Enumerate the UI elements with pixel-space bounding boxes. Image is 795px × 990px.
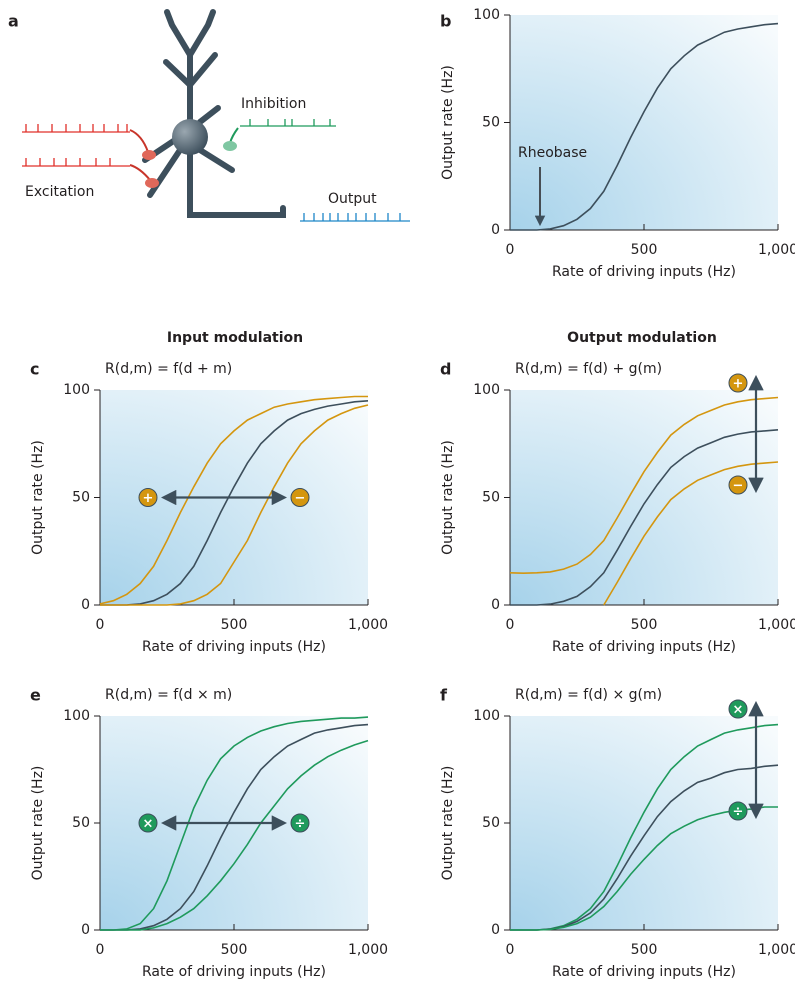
neuron-diagram: a Inhibition Excitation Output xyxy=(8,9,410,222)
x-tick-label: 0 xyxy=(96,617,105,633)
y-tick-label: 0 xyxy=(491,922,500,938)
y-tick-label: 100 xyxy=(473,708,500,724)
x-axis-label: Rate of driving inputs (Hz) xyxy=(142,964,326,980)
synapse xyxy=(223,141,237,151)
annotation: Rheobase xyxy=(518,145,587,161)
y-tick-label: 50 xyxy=(72,490,90,506)
x-axis-label: Rate of driving inputs (Hz) xyxy=(552,264,736,280)
line-series xyxy=(99,395,368,605)
x-tick-label: 500 xyxy=(221,942,248,958)
x-axis-label: Rate of driving inputs (Hz) xyxy=(552,964,736,980)
x-tick-label: 1,000 xyxy=(348,617,388,633)
plot-background xyxy=(510,390,778,605)
y-axis-label: Output rate (Hz) xyxy=(440,65,456,180)
y-axis-label: Output rate (Hz) xyxy=(30,440,46,555)
modulation-symbol: ÷ xyxy=(295,817,306,832)
panel-letter: f xyxy=(440,686,448,705)
equation: R(d,m) = f(d × m) xyxy=(105,687,232,703)
line-series xyxy=(100,400,369,606)
y-tick-label: 50 xyxy=(72,815,90,831)
y-axis-label: Output rate (Hz) xyxy=(440,440,456,555)
modulation-icon xyxy=(290,813,310,833)
diagram-label: Output xyxy=(328,191,377,207)
x-tick-label: 1,000 xyxy=(758,942,795,958)
x-tick-label: 500 xyxy=(631,242,658,258)
x-tick-label: 1,000 xyxy=(348,942,388,958)
modulation-symbol: × xyxy=(143,817,154,832)
panel-letter: c xyxy=(30,360,39,379)
modulation-icon xyxy=(728,373,748,393)
line-series xyxy=(100,723,369,931)
y-axis-label: Output rate (Hz) xyxy=(440,766,456,881)
y-tick-label: 50 xyxy=(482,815,500,831)
column-header: Input modulation xyxy=(167,330,303,346)
y-tick-label: 50 xyxy=(482,115,500,131)
y-axis-label: Output rate (Hz) xyxy=(30,766,46,881)
x-tick-label: 0 xyxy=(506,617,515,633)
column-header: Output modulation xyxy=(567,330,717,346)
modulation-symbol: − xyxy=(295,491,306,506)
panel-letter: d xyxy=(440,360,451,379)
panel-letter: a xyxy=(8,12,19,31)
line-series xyxy=(510,22,779,231)
modulation-icon xyxy=(290,488,310,507)
modulation-symbol: × xyxy=(733,703,744,718)
equation: R(d,m) = f(d + m) xyxy=(105,361,232,377)
equation: R(d,m) = f(d) + g(m) xyxy=(515,361,662,377)
panel-letter: b xyxy=(440,12,451,31)
modulation-icon xyxy=(138,813,158,833)
modulation-symbol: ÷ xyxy=(733,805,744,820)
modulation-icon xyxy=(728,699,748,719)
line-series xyxy=(509,396,779,575)
x-tick-label: 500 xyxy=(631,942,658,958)
x-axis-label: Rate of driving inputs (Hz) xyxy=(142,639,326,655)
x-axis-label: Rate of driving inputs (Hz) xyxy=(552,639,736,655)
x-tick-label: 1,000 xyxy=(758,242,795,258)
line-series xyxy=(100,739,369,931)
y-tick-label: 0 xyxy=(81,922,90,938)
x-tick-label: 500 xyxy=(221,617,248,633)
modulation-symbol: − xyxy=(733,479,744,494)
line-series xyxy=(100,716,369,931)
x-tick-label: 0 xyxy=(506,242,515,258)
y-tick-label: 0 xyxy=(491,597,500,613)
modulation-icon xyxy=(728,801,748,821)
y-tick-label: 100 xyxy=(63,382,90,398)
synapse xyxy=(142,150,156,160)
y-tick-label: 50 xyxy=(482,490,500,506)
diagram-label: Inhibition xyxy=(241,96,306,112)
modulation-icon xyxy=(728,475,748,495)
x-tick-label: 500 xyxy=(631,617,658,633)
modulation-symbol: + xyxy=(733,377,744,392)
plot-background xyxy=(510,716,778,930)
panel-letter: e xyxy=(30,686,41,705)
plot-background xyxy=(510,15,778,230)
y-tick-label: 100 xyxy=(473,382,500,398)
y-tick-label: 0 xyxy=(491,222,500,238)
modulation-symbol: + xyxy=(143,491,154,506)
line-series xyxy=(510,429,779,606)
line-series xyxy=(100,404,369,606)
x-tick-label: 0 xyxy=(506,942,515,958)
x-tick-label: 1,000 xyxy=(758,617,795,633)
modulation-icon xyxy=(138,488,158,507)
y-tick-label: 100 xyxy=(63,708,90,724)
equation: R(d,m) = f(d) × g(m) xyxy=(515,687,662,703)
synapse xyxy=(145,178,159,188)
soma xyxy=(172,119,208,155)
y-tick-label: 0 xyxy=(81,597,90,613)
x-tick-label: 0 xyxy=(96,942,105,958)
y-tick-label: 100 xyxy=(473,7,500,23)
diagram-label: Excitation xyxy=(25,184,94,200)
